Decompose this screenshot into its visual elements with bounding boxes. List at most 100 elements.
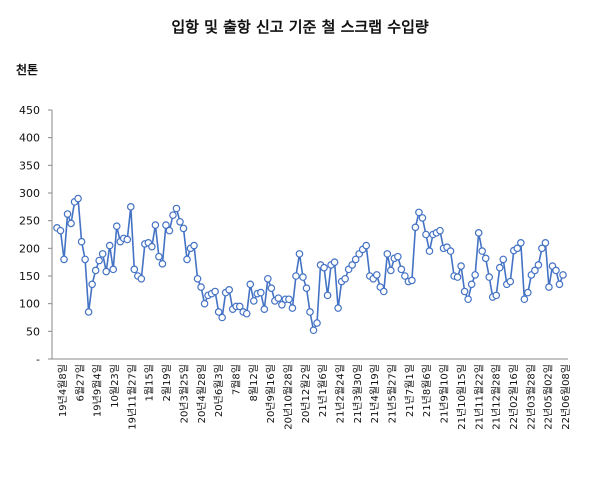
x-tick-label: 2월19일 [161, 364, 173, 402]
data-point [172, 204, 181, 213]
data-point [285, 295, 293, 304]
data-point [481, 254, 490, 263]
y-tick-label: 150 [19, 270, 40, 283]
y-tick-label: 400 [19, 132, 40, 145]
data-point [109, 265, 118, 274]
data-point [474, 229, 483, 237]
y-axis-label: 천톤 [16, 62, 38, 77]
data-point [148, 242, 156, 251]
data-point [397, 265, 406, 274]
data-point [137, 274, 146, 283]
data-point [249, 297, 258, 305]
data-point [531, 266, 539, 275]
data-point [478, 247, 486, 255]
y-tick-label: 50 [26, 325, 40, 338]
data-point [60, 255, 68, 264]
y-tick-label: 100 [19, 298, 40, 311]
x-tick-label: 1월15일 [144, 364, 156, 402]
data-point [267, 284, 276, 292]
data-point [351, 255, 360, 264]
data-point [446, 247, 455, 255]
x-tick-label: 21년5월27일 [387, 364, 399, 423]
data-point [211, 287, 219, 296]
data-point [302, 284, 311, 292]
x-tick-label: 21년12월28일 [491, 364, 503, 430]
data-point [457, 262, 465, 270]
data-point [299, 273, 307, 281]
x-tick-label: 22년02월16일 [508, 364, 520, 430]
data-point [425, 247, 434, 255]
data-point [534, 261, 543, 269]
data-point [165, 226, 174, 235]
y-tick-label: 450 [19, 104, 40, 117]
data-point [67, 219, 75, 228]
data-point [91, 266, 100, 275]
data-point [81, 255, 89, 264]
y-tick-label: 350 [19, 159, 40, 172]
data-point [183, 255, 191, 264]
x-tick-label: 21년11월22일 [473, 364, 485, 430]
x-tick-label: 21년9월10일 [439, 364, 451, 423]
data-point [517, 239, 525, 247]
data-point [524, 288, 532, 297]
data-point [422, 230, 430, 239]
data-point [415, 208, 423, 217]
data-point [538, 244, 546, 253]
data-point [348, 261, 356, 269]
data-point [77, 237, 86, 246]
data-point [257, 288, 265, 297]
data-point [214, 308, 223, 316]
data-point [552, 266, 560, 275]
data-point [401, 272, 409, 280]
data-point [260, 305, 269, 314]
data-point [464, 295, 472, 304]
x-tick-label: 21년7월1일 [404, 364, 416, 417]
y-tick-label: 200 [19, 242, 40, 255]
data-point [309, 326, 318, 335]
data-point [278, 300, 286, 309]
x-tick-label: 22년05월02일 [543, 364, 555, 430]
data-point [242, 309, 251, 318]
x-tick-label: 20년4월28일 [196, 364, 208, 423]
data-point [334, 304, 342, 312]
data-point [292, 272, 300, 280]
data-point [169, 211, 177, 219]
data-point [506, 277, 515, 286]
x-tick-label: 8월12일 [248, 364, 260, 402]
x-tick-label: 19년4월8일 [57, 364, 69, 417]
data-point [362, 241, 371, 250]
data-point [102, 267, 110, 276]
data-point [408, 276, 416, 285]
x-tick-label: 22년03월28일 [525, 364, 537, 430]
data-point [74, 194, 82, 203]
data-point [88, 280, 96, 289]
x-tick-label: 21년8월6일 [421, 364, 433, 417]
x-tick-label: 20년9월16일 [265, 364, 277, 423]
x-tick-label: 19년9월4일 [92, 364, 104, 417]
data-point [179, 224, 188, 233]
data-point [63, 210, 72, 218]
data-point [56, 226, 65, 235]
y-tick-group: - 50 100 150 200 250 300 350 400 450 [19, 104, 52, 366]
data-point [330, 258, 339, 266]
data-point [246, 280, 255, 289]
x-tick-group: 19년4월8일 6월27일 19년9월4일 10월23일 19년11월27일 1월15일 2… [57, 364, 572, 430]
point-group [53, 194, 567, 335]
data-point [323, 291, 332, 300]
data-point [95, 256, 103, 265]
data-point [98, 250, 107, 258]
x-tick-label: 19년11월27일 [126, 364, 138, 430]
data-point [274, 294, 283, 302]
data-point [112, 222, 121, 231]
data-point [313, 319, 321, 327]
data-point [151, 221, 160, 229]
data-point [155, 252, 163, 261]
x-tick-label: 10월23일 [109, 364, 121, 408]
data-point [513, 244, 522, 253]
data-point [341, 274, 349, 283]
y-tick-label: 300 [19, 187, 40, 200]
data-point [492, 291, 501, 300]
data-point [372, 271, 381, 279]
